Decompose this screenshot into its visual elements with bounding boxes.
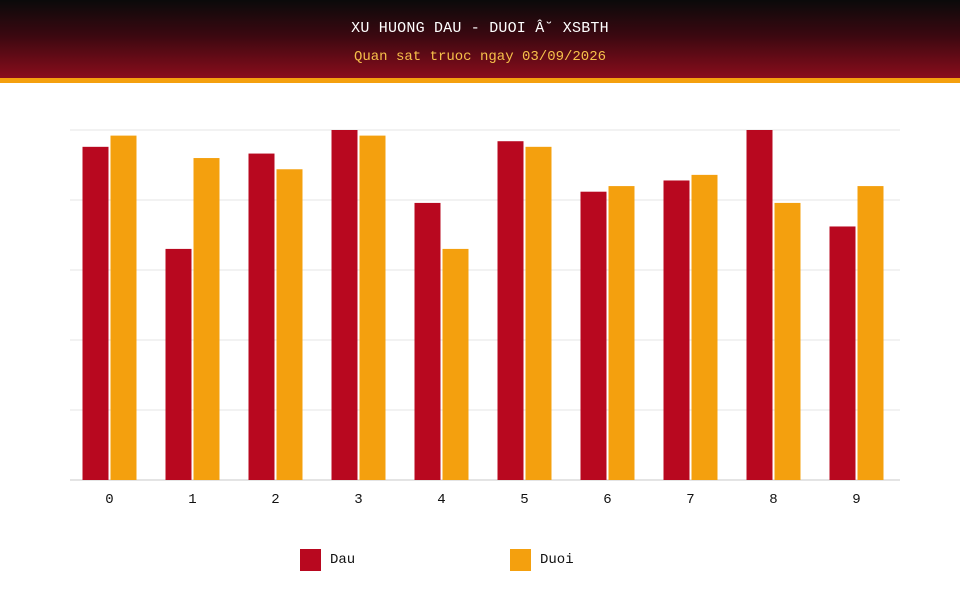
bar-dau-2[interactable]	[248, 153, 275, 481]
chart-header: XU HUONG DAU - DUOI Â˘ XSBTH Quan sat tr…	[0, 0, 960, 83]
bar-dau-9[interactable]	[829, 226, 856, 480]
bar-dau-0[interactable]	[82, 146, 109, 481]
bar-duoi-9[interactable]	[857, 186, 884, 480]
bar-dau-3[interactable]	[331, 130, 358, 480]
bar-duoi-8[interactable]	[774, 202, 801, 480]
bar-dau-1[interactable]	[165, 248, 192, 480]
bar-duoi-6[interactable]	[608, 186, 635, 480]
bar-duoi-4[interactable]	[442, 248, 469, 480]
bar-duoi-7[interactable]	[691, 174, 718, 480]
legend-swatch-dau	[300, 549, 321, 571]
legend-label-dau: Dau	[330, 552, 356, 568]
chart-title: XU HUONG DAU - DUOI Â˘ XSBTH	[351, 20, 609, 37]
x-tick-label: 4	[437, 492, 445, 508]
x-tick-label: 6	[603, 492, 611, 508]
bar-duoi-2[interactable]	[276, 169, 303, 480]
x-tick-label: 9	[852, 492, 860, 508]
bar-duoi-5[interactable]	[525, 146, 552, 481]
x-tick-label: 0	[105, 492, 113, 508]
bar-dau-8[interactable]	[746, 130, 773, 480]
x-tick-label: 1	[188, 492, 196, 508]
legend-label-duoi: Duoi	[540, 552, 574, 568]
chart-subtitle: Quan sat truoc ngay 03/09/2026	[353, 49, 607, 65]
bar-duoi-3[interactable]	[359, 135, 386, 480]
bar-dau-5[interactable]	[497, 141, 524, 480]
bar-duoi-1[interactable]	[193, 158, 220, 480]
bar-dau-4[interactable]	[414, 202, 441, 480]
bar-duoi-0[interactable]	[110, 135, 137, 480]
legend-swatch-duoi	[510, 549, 531, 571]
x-tick-label: 3	[354, 492, 362, 508]
x-tick-label: 5	[520, 492, 528, 508]
bar-dau-7[interactable]	[663, 180, 690, 480]
bar-dau-6[interactable]	[580, 191, 607, 480]
bar-chart: 0 1 2 3 4 5 6 7 8 9	[70, 129, 900, 508]
x-tick-label: 7	[686, 492, 694, 508]
x-tick-label: 8	[769, 492, 777, 508]
x-tick-label: 2	[271, 492, 279, 508]
